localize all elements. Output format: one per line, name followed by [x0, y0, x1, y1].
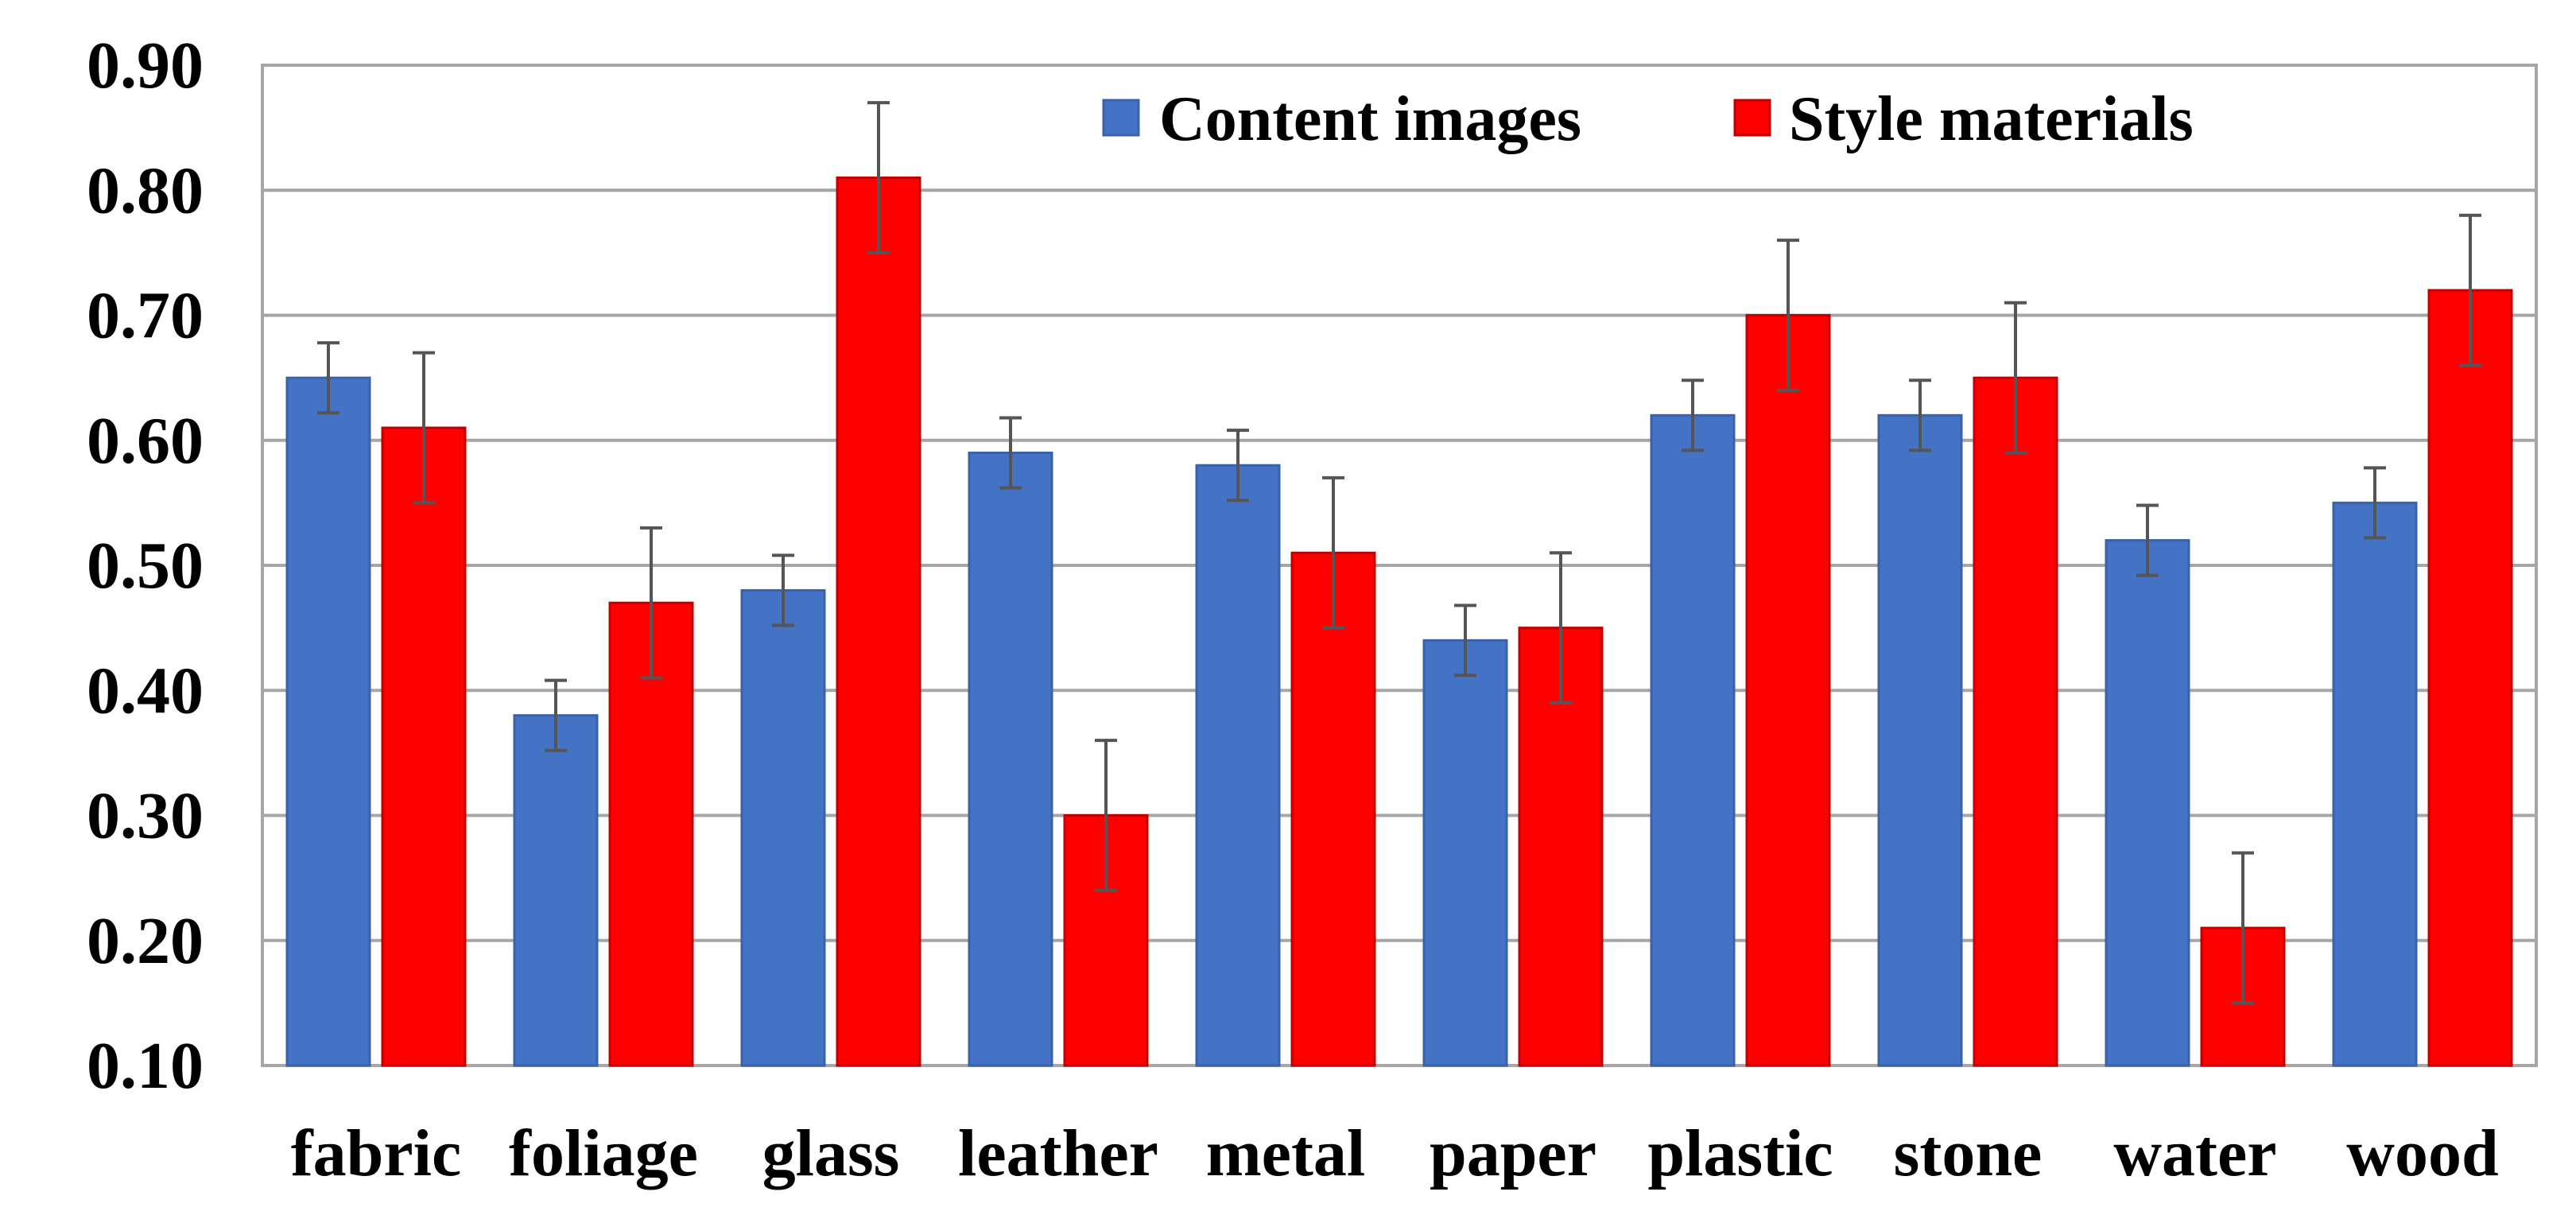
bar-content-wood: [2332, 501, 2418, 1067]
bar-style-metal: [1290, 551, 1376, 1067]
x-tick-label-paper: paper: [1430, 1116, 1596, 1190]
x-tick-label-wood: wood: [2346, 1116, 2498, 1190]
bar-content-water: [2105, 539, 2190, 1067]
plot-border: [261, 64, 2538, 1067]
legend-label-style: Style materials: [1789, 84, 2194, 154]
legend-swatch-content: [1102, 99, 1140, 137]
bar-style-fabric: [381, 426, 467, 1067]
y-tick-label: 0.50: [87, 529, 204, 603]
y-axis-ticks: 0.10 0.20 0.30 0.40 0.50 0.60 0.70 0.80 0.90: [87, 29, 204, 1103]
bar-content-plastic: [1650, 413, 1736, 1067]
bar-style-wood: [2427, 289, 2513, 1067]
y-tick-label: 0.20: [87, 904, 204, 978]
bar-content-metal: [1195, 464, 1281, 1067]
legend-label-content: Content images: [1159, 84, 1581, 154]
bar-style-foliage: [608, 601, 694, 1067]
bar-content-fabric: [285, 376, 371, 1067]
bar-content-glass: [740, 588, 826, 1067]
error-bars: [317, 101, 2481, 1005]
y-tick-label: 0.90: [87, 29, 204, 103]
legend: Content images Style materials: [1102, 84, 2194, 154]
x-axis-ticks: fabric foliage glass leather metal paper plast…: [291, 1116, 2499, 1190]
y-tick-label: 0.10: [87, 1029, 204, 1103]
bar-content-leather: [968, 451, 1053, 1067]
bar-style-glass: [836, 177, 921, 1067]
x-tick-label-leather: leather: [958, 1116, 1158, 1190]
x-tick-label-water: water: [2113, 1116, 2276, 1190]
bar-style-plastic: [1745, 314, 1831, 1067]
y-tick-label: 0.80: [87, 153, 204, 227]
bars: [285, 177, 2513, 1067]
x-tick-label-plastic: plastic: [1647, 1116, 1833, 1190]
y-tick-label: 0.60: [87, 404, 204, 478]
x-tick-label-glass: glass: [762, 1116, 900, 1190]
y-tick-label: 0.30: [87, 779, 204, 853]
gridlines: [261, 64, 2538, 1067]
bar-style-stone: [1973, 376, 2058, 1067]
x-tick-label-stone: stone: [1894, 1116, 2043, 1190]
x-tick-label-foliage: foliage: [509, 1116, 698, 1190]
y-tick-label: 0.40: [87, 654, 204, 728]
x-tick-label-fabric: fabric: [291, 1116, 462, 1190]
bar-content-paper: [1422, 639, 1508, 1067]
bar-content-foliage: [513, 714, 599, 1067]
x-tick-label-metal: metal: [1206, 1116, 1366, 1190]
y-tick-label: 0.70: [87, 279, 204, 353]
bar-content-stone: [1877, 413, 1963, 1067]
legend-swatch-style: [1733, 99, 1771, 137]
